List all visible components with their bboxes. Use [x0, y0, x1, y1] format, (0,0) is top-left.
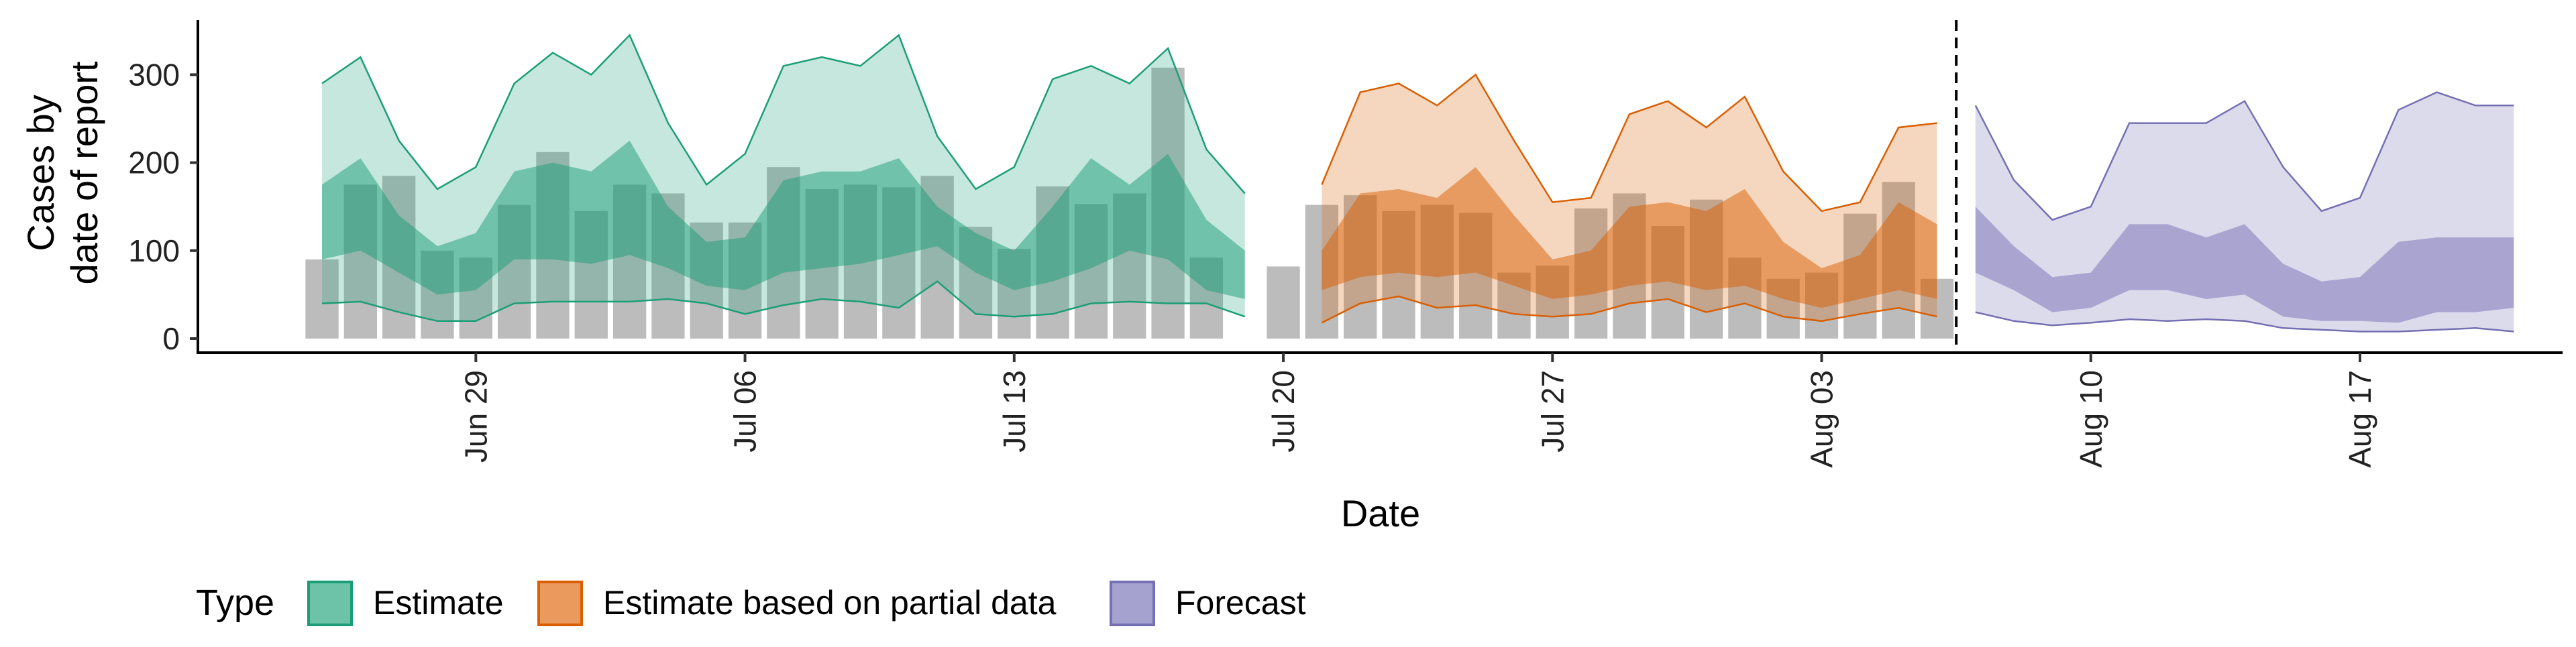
x-tick-label: Jul 06	[728, 370, 763, 453]
ribbon-90-upper-edge-estimate-based-on-partial-data	[1321, 73, 1937, 213]
legend-title: Type	[196, 583, 274, 623]
series-forecast	[1974, 91, 2514, 333]
ribbon-50-estimate-based-on-partial-data	[1322, 167, 1937, 308]
ribbon-50-forecast	[1975, 207, 2514, 323]
ribbon-90-lower-edge-estimate	[321, 280, 1246, 322]
y-axis-title-line-1: Cases by	[19, 95, 62, 251]
y-axis-title-line-2: date of report	[63, 61, 105, 285]
legend-label-partial: Estimate based on partial data	[603, 584, 1057, 622]
legend-key-forecast	[1110, 581, 1155, 626]
x-tick-label: Jun 29	[458, 370, 493, 463]
legend-label-forecast: Forecast	[1175, 584, 1306, 622]
ribbon-90-upper-edge-forecast	[1974, 91, 2514, 221]
x-tick-label: Jul 27	[1535, 370, 1570, 453]
ribbon-90-lower-edge-estimate-based-on-partial-data	[1321, 295, 1937, 324]
x-tick-label: Aug 03	[1805, 370, 1839, 468]
ribbon-50-estimate	[322, 140, 1245, 299]
y-tick-label: 0	[162, 321, 180, 356]
ribbons-layer	[321, 34, 2514, 333]
x-tick-label: Aug 17	[2343, 370, 2377, 468]
x-tick-label: Jul 13	[997, 370, 1032, 453]
y-tick-label: 100	[128, 233, 180, 268]
bar	[1267, 266, 1300, 339]
x-tick-label: Jul 20	[1266, 370, 1301, 453]
y-tick-label: 300	[128, 57, 180, 92]
x-tick-label: Aug 10	[2074, 370, 2108, 468]
x-ticks-layer: Jun 29 Jul 06 Jul 13 Jul 20 Jul 27 Aug 03 Aug …	[458, 353, 2377, 468]
y-tick-label: 200	[128, 145, 180, 180]
ribbon-90-upper-edge-estimate	[321, 34, 1246, 194]
y-ticks-layer: 0 100 200 300	[128, 57, 198, 356]
series-estimate	[321, 34, 1246, 322]
series-estimate-based-on-partial-data	[1321, 73, 1937, 324]
legend-key-estimate	[307, 581, 353, 626]
legend-key-partial	[537, 581, 583, 626]
legend: Type Estimate Estimate based on partial …	[196, 581, 1306, 626]
x-axis-title: Date	[1341, 492, 1420, 534]
bar	[305, 259, 339, 339]
ribbon-90-lower-edge-forecast	[1975, 311, 2514, 333]
legend-label-estimate: Estimate	[373, 584, 504, 622]
